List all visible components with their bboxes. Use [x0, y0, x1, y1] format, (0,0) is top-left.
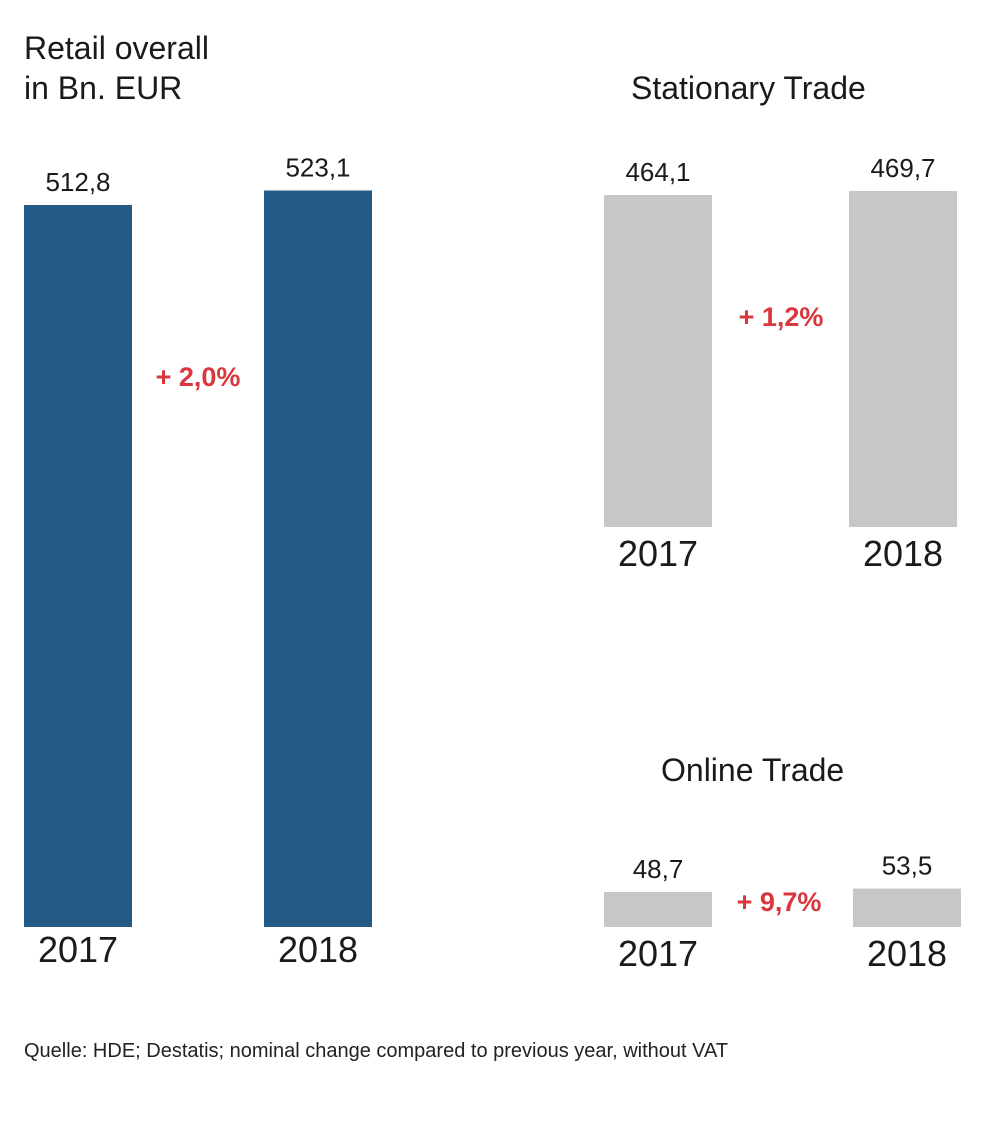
source-note: Quelle: HDE; Destatis; nominal change co…: [24, 1040, 729, 1062]
retail-change-label: + 2,0%: [156, 362, 241, 392]
stationary-bar-2018: [849, 190, 957, 528]
online-value-label-2018: 53,5: [882, 851, 933, 881]
stationary-trade-title: Stationary Trade: [631, 70, 866, 106]
retail-category-label-2017: 2017: [38, 929, 118, 970]
online-category-label-2018: 2018: [867, 933, 947, 974]
online-trade-title: Online Trade: [661, 752, 845, 788]
retail-value-label-2017: 512,8: [45, 167, 110, 197]
online-bar-2017: [604, 892, 712, 927]
retail-category-label-2018: 2018: [278, 929, 358, 970]
online-bar-2018: [853, 888, 961, 927]
stationary-category-label-2018: 2018: [863, 533, 943, 574]
stationary-change-label: + 1,2%: [739, 302, 824, 332]
retail-bar-2018: [264, 190, 372, 927]
retail-overall-title: Retail overall in Bn. EUR: [24, 28, 209, 108]
stationary-value-label-2018: 469,7: [870, 153, 935, 183]
stationary-category-label-2017: 2017: [618, 533, 698, 574]
retail-overall-title-text: Retail overall: [24, 30, 209, 66]
retail-bar-2017: [24, 205, 132, 927]
online-change-label: + 9,7%: [737, 887, 822, 917]
retail-value-label-2018: 523,1: [285, 152, 350, 182]
stationary-value-label-2017: 464,1: [625, 157, 690, 187]
online-category-label-2017: 2017: [618, 933, 698, 974]
online-value-label-2017: 48,7: [633, 854, 684, 884]
retail-overall-subtitle: in Bn. EUR: [24, 70, 183, 106]
stationary-bar-2017: [604, 195, 712, 527]
